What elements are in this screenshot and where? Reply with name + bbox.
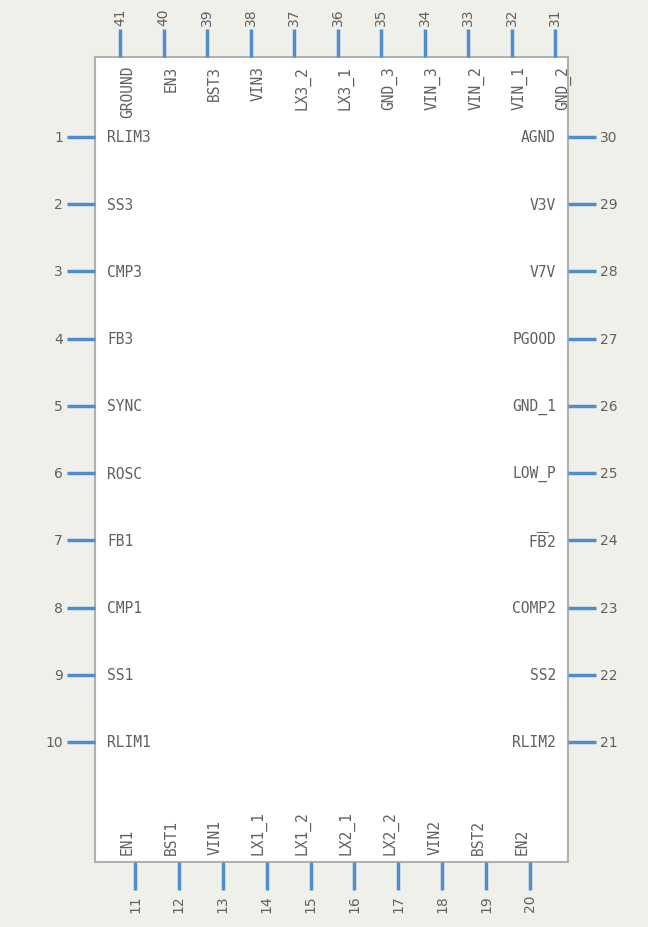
Text: 34: 34 bbox=[417, 8, 432, 26]
Text: 21: 21 bbox=[600, 735, 618, 749]
Text: 29: 29 bbox=[600, 198, 618, 212]
Text: 32: 32 bbox=[505, 8, 518, 26]
Text: 6: 6 bbox=[54, 466, 63, 480]
Text: VIN_2: VIN_2 bbox=[468, 66, 484, 109]
Text: 9: 9 bbox=[54, 668, 63, 682]
Bar bbox=[95, 57, 568, 862]
Text: PGOOD: PGOOD bbox=[513, 332, 556, 347]
Text: VIN2: VIN2 bbox=[427, 819, 442, 854]
Text: LX3_1: LX3_1 bbox=[338, 66, 354, 109]
Text: 22: 22 bbox=[600, 668, 618, 682]
Text: 27: 27 bbox=[600, 332, 618, 347]
Text: 36: 36 bbox=[330, 8, 345, 26]
Text: BST2: BST2 bbox=[471, 819, 486, 854]
Text: 8: 8 bbox=[54, 601, 63, 615]
Text: LX2_1: LX2_1 bbox=[338, 810, 354, 854]
Text: SS3: SS3 bbox=[107, 197, 133, 212]
Text: 3: 3 bbox=[54, 265, 63, 279]
Text: RLIM2: RLIM2 bbox=[513, 735, 556, 750]
Text: 4: 4 bbox=[54, 332, 63, 347]
Text: SS2: SS2 bbox=[530, 667, 556, 682]
Text: 18: 18 bbox=[435, 894, 449, 912]
Text: VIN3: VIN3 bbox=[251, 66, 266, 101]
Text: 16: 16 bbox=[347, 894, 362, 912]
Text: 38: 38 bbox=[244, 8, 257, 26]
Text: 30: 30 bbox=[600, 131, 618, 145]
Text: GND_2: GND_2 bbox=[555, 66, 571, 109]
Text: COMP2: COMP2 bbox=[513, 601, 556, 616]
Text: 14: 14 bbox=[260, 894, 273, 911]
Text: SYNC: SYNC bbox=[107, 399, 142, 414]
Text: 35: 35 bbox=[374, 8, 388, 26]
Text: GROUND: GROUND bbox=[120, 66, 135, 119]
Text: LX1_2: LX1_2 bbox=[294, 810, 310, 854]
Text: 11: 11 bbox=[128, 894, 142, 912]
Text: FB3: FB3 bbox=[107, 332, 133, 347]
Text: RLIM1: RLIM1 bbox=[107, 735, 151, 750]
Text: 1: 1 bbox=[54, 131, 63, 145]
Text: EN1: EN1 bbox=[120, 828, 135, 854]
Text: 39: 39 bbox=[200, 8, 214, 26]
Text: VIN_1: VIN_1 bbox=[511, 66, 527, 109]
Text: 13: 13 bbox=[216, 894, 230, 911]
Text: 37: 37 bbox=[287, 8, 301, 26]
Text: LX1_1: LX1_1 bbox=[251, 810, 267, 854]
Text: 40: 40 bbox=[157, 8, 170, 26]
Text: EN2: EN2 bbox=[515, 828, 530, 854]
Text: LX3_2: LX3_2 bbox=[294, 66, 310, 109]
Text: 10: 10 bbox=[45, 735, 63, 749]
Text: RLIM3: RLIM3 bbox=[107, 131, 151, 146]
Text: CMP3: CMP3 bbox=[107, 265, 142, 280]
Text: 41: 41 bbox=[113, 8, 127, 26]
Text: V3V: V3V bbox=[530, 197, 556, 212]
Text: BST1: BST1 bbox=[164, 819, 179, 854]
Text: FB1: FB1 bbox=[107, 533, 133, 548]
Text: 25: 25 bbox=[600, 466, 618, 480]
Text: V7V: V7V bbox=[530, 265, 556, 280]
Text: 26: 26 bbox=[600, 400, 618, 413]
Text: CMP1: CMP1 bbox=[107, 601, 142, 616]
Text: 23: 23 bbox=[600, 601, 618, 615]
Text: AGND: AGND bbox=[521, 131, 556, 146]
Text: GND_3: GND_3 bbox=[381, 66, 397, 109]
Text: GND_1: GND_1 bbox=[513, 399, 556, 414]
Text: 2: 2 bbox=[54, 198, 63, 212]
Text: 17: 17 bbox=[391, 894, 406, 911]
Text: 15: 15 bbox=[303, 894, 318, 911]
Text: LOW_P: LOW_P bbox=[513, 465, 556, 482]
Text: VIN1: VIN1 bbox=[208, 819, 223, 854]
Text: F$\overline{\rm B}$2: F$\overline{\rm B}$2 bbox=[527, 530, 556, 551]
Text: 33: 33 bbox=[461, 8, 475, 26]
Text: ROSC: ROSC bbox=[107, 466, 142, 481]
Text: 7: 7 bbox=[54, 534, 63, 548]
Text: 12: 12 bbox=[172, 894, 186, 911]
Text: 19: 19 bbox=[479, 894, 493, 912]
Text: VIN_3: VIN_3 bbox=[424, 66, 441, 109]
Text: EN3: EN3 bbox=[163, 66, 178, 92]
Text: SS1: SS1 bbox=[107, 667, 133, 682]
Text: 5: 5 bbox=[54, 400, 63, 413]
Text: LX2_2: LX2_2 bbox=[382, 810, 399, 854]
Text: 24: 24 bbox=[600, 534, 618, 548]
Text: 20: 20 bbox=[523, 894, 537, 911]
Text: 28: 28 bbox=[600, 265, 618, 279]
Text: BST3: BST3 bbox=[207, 66, 222, 101]
Text: 31: 31 bbox=[548, 8, 562, 26]
